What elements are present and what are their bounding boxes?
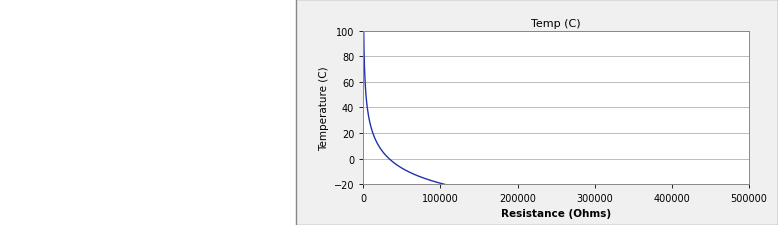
Title: Temp (C): Temp (C) [531, 19, 581, 29]
X-axis label: Resistance (Ohms): Resistance (Ohms) [501, 208, 612, 218]
Y-axis label: Temperature (C): Temperature (C) [320, 66, 329, 150]
